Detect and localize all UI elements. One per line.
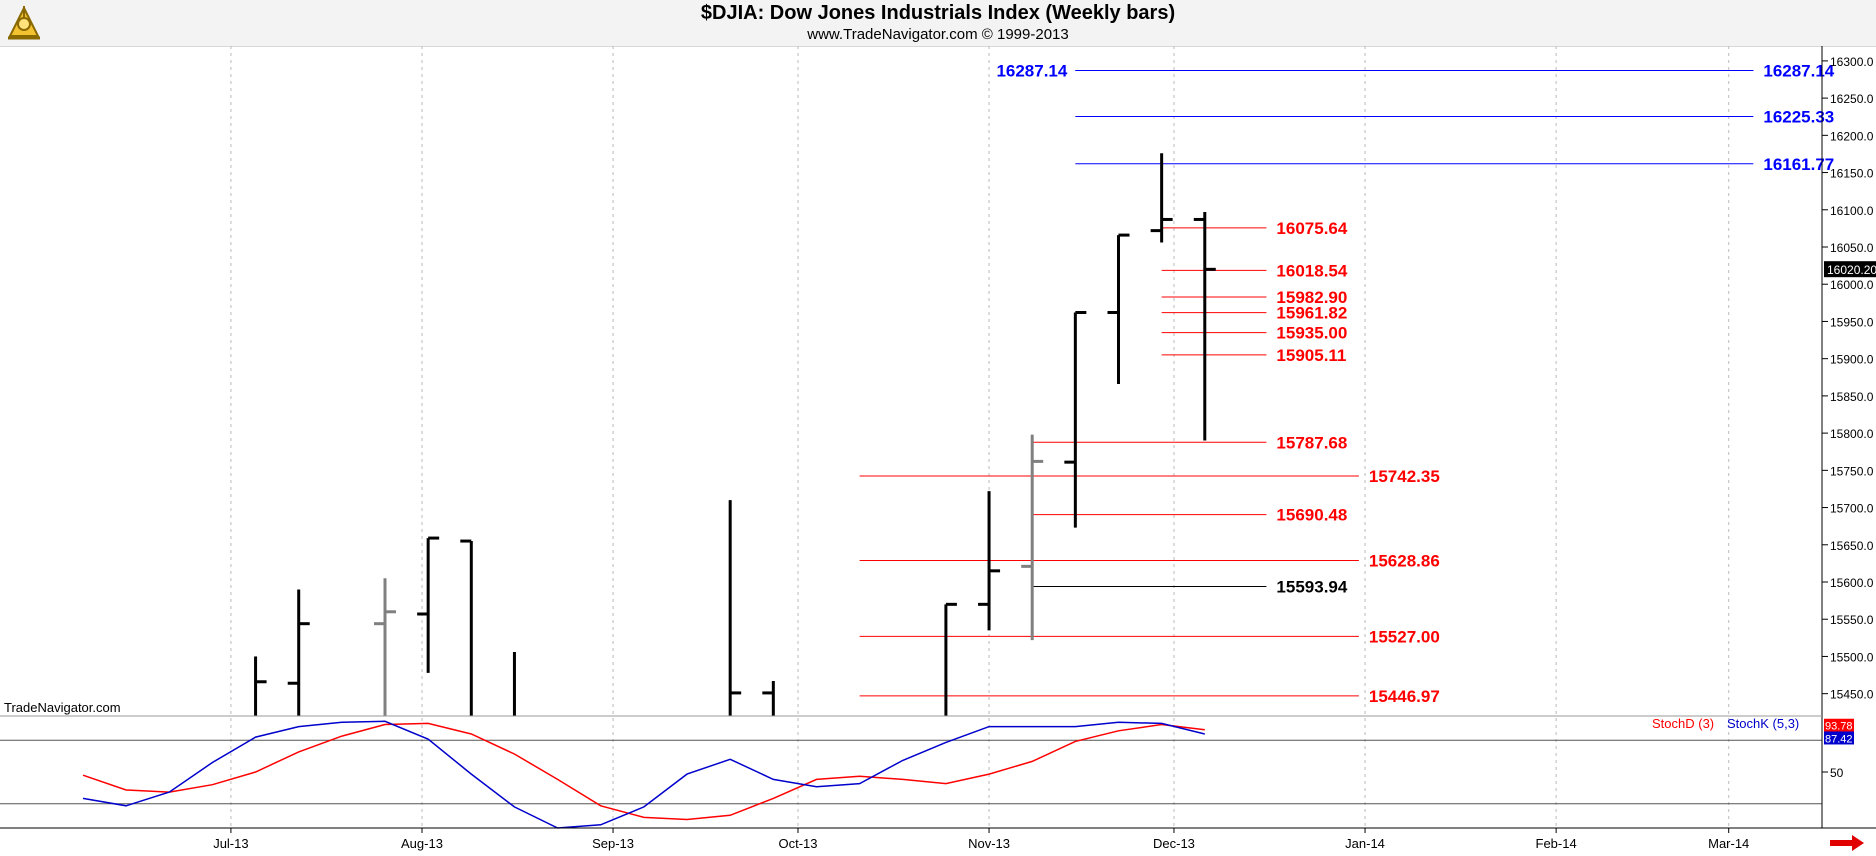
stochastic-panel — [0, 720, 1822, 829]
x-tick-label: Nov-13 — [968, 836, 1010, 851]
axes: Jul-13 Aug-13 Sep-13 Oct-13 Nov-13 Dec-13 Jan-… — [0, 46, 1876, 851]
x-tick-label: Oct-13 — [778, 836, 817, 851]
stoch-last-tag — [1824, 718, 1854, 732]
price-level-lines — [859, 69, 1754, 697]
stoch-last-label: 87.42 — [1825, 733, 1853, 745]
level-label: 15787.68 — [1276, 433, 1347, 452]
y-tick-label: 16150.0 — [1830, 167, 1874, 181]
level-label: 16287.14 — [996, 61, 1067, 80]
level-label: 15628.86 — [1369, 552, 1440, 571]
level-label: 15905.11 — [1276, 346, 1346, 365]
y-tick-label: 15500.0 — [1830, 650, 1874, 664]
y-tick-label: 15900.0 — [1830, 353, 1874, 367]
y-tick-label: 15700.0 — [1830, 502, 1874, 516]
level-label: 15446.97 — [1369, 687, 1440, 706]
chart-title: $DJIA: Dow Jones Industrials Index (Week… — [700, 2, 1176, 24]
y-tick-label: 16100.0 — [1830, 204, 1874, 218]
y-tick-label: 15450.0 — [1830, 688, 1874, 702]
y-tick-label: 15650.0 — [1830, 539, 1874, 553]
y-tick-label: 15750.0 — [1830, 464, 1874, 478]
y-tick-label: 15800.0 — [1830, 427, 1874, 441]
stoch-y-tick-label: 50 — [1830, 766, 1844, 780]
level-label: 15982.90 — [1276, 288, 1347, 307]
legend-stoch-d: StochD (3) — [1652, 716, 1715, 731]
level-label: 16075.64 — [1276, 219, 1347, 238]
last-price-label: 16020.20 — [1827, 263, 1876, 277]
stoch-last-label: 93.78 — [1825, 721, 1853, 733]
x-tick-label: Sep-13 — [592, 836, 634, 851]
y-tick-label: 16250.0 — [1830, 92, 1874, 106]
last-price-tag — [1824, 261, 1876, 278]
y-tick-label: 16050.0 — [1830, 241, 1874, 255]
sextant-logo-icon — [4, 2, 44, 47]
x-tick-label: Jul-13 — [213, 836, 248, 851]
level-label: 16225.33 — [1763, 107, 1834, 126]
level-label: 16018.54 — [1276, 261, 1347, 280]
chart-header: $DJIA: Dow Jones Industrials Index (Week… — [0, 0, 1876, 47]
level-label: 15961.82 — [1276, 304, 1347, 323]
level-label: 16287.14 — [1763, 61, 1834, 80]
x-tick-label: Dec-13 — [1153, 836, 1195, 851]
price-level-labels: 16287.14 16287.14 16225.33 16161.77 16075.64… — [996, 61, 1834, 705]
level-label: 15593.94 — [1276, 578, 1347, 597]
level-label: 15690.48 — [1276, 506, 1347, 525]
y-tick-label: 15850.0 — [1830, 390, 1874, 404]
level-label: 15527.00 — [1369, 627, 1440, 646]
x-tick-label: Mar-14 — [1708, 836, 1749, 851]
level-label: 16161.77 — [1763, 155, 1834, 174]
y-tick-label: 15950.0 — [1830, 315, 1874, 329]
y-tick-label: 16300.0 — [1830, 55, 1874, 69]
watermark: TradeNavigator.com — [4, 700, 121, 715]
y-tick-label: 15600.0 — [1830, 576, 1874, 590]
level-label: 15742.35 — [1369, 467, 1440, 486]
y-tick-label: 15550.0 — [1830, 613, 1874, 627]
x-tick-label: Feb-14 — [1536, 836, 1577, 851]
grid-lines — [230, 46, 1730, 828]
y-tick-label: 16200.0 — [1830, 129, 1874, 143]
x-tick-label: Aug-13 — [401, 836, 443, 851]
chart-subtitle: www.TradeNavigator.com © 1999-2013 — [807, 26, 1069, 43]
stoch-last-tag — [1824, 731, 1854, 745]
stoch-series-line — [82, 722, 1205, 821]
x-tick-label: Jan-14 — [1345, 836, 1385, 851]
level-label: 15935.00 — [1276, 324, 1347, 343]
stoch-series-line — [82, 720, 1205, 829]
legend-stoch-k: StochK (5,3) — [1727, 716, 1800, 731]
right-arrow-icon[interactable] — [1830, 835, 1864, 856]
y-tick-label: 16000.0 — [1830, 278, 1874, 292]
price-bars — [254, 153, 1216, 716]
